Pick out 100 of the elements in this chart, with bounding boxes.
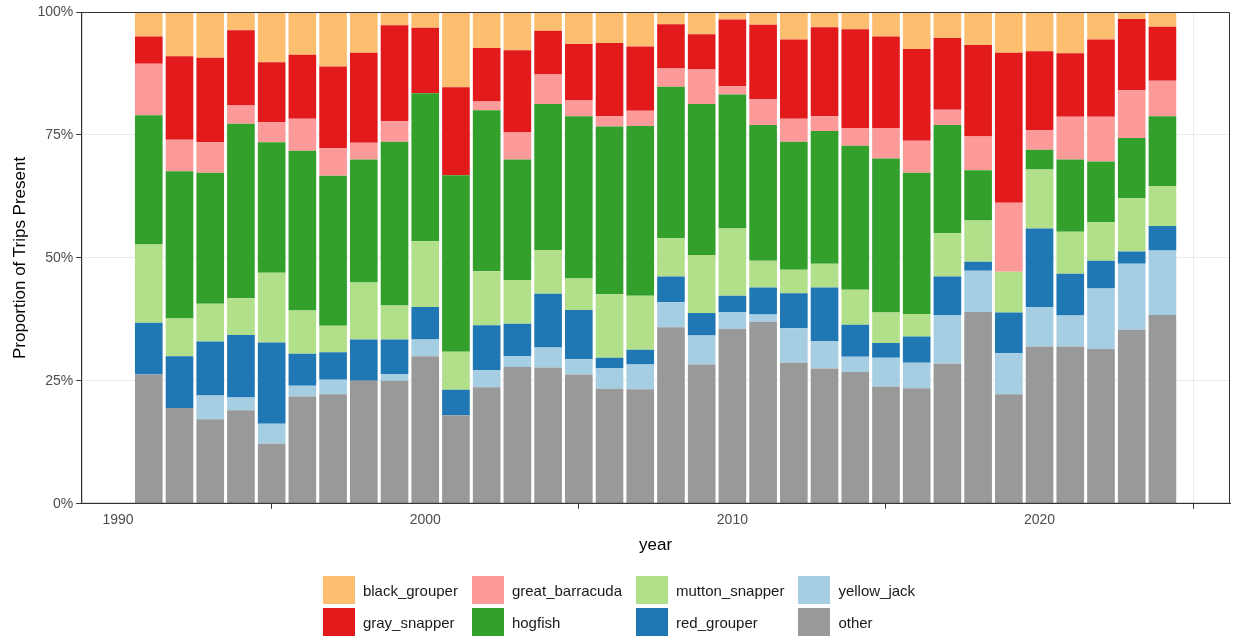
bar — [902, 172, 931, 314]
bar — [534, 293, 562, 348]
bar — [810, 263, 839, 288]
bar — [411, 307, 440, 340]
bar — [964, 12, 992, 45]
bar — [872, 128, 900, 159]
bar — [1025, 51, 1054, 131]
bar — [380, 121, 409, 142]
legend-label: yellow_jack — [838, 581, 916, 599]
bar — [564, 374, 593, 504]
bar — [687, 335, 716, 365]
y-tick-label: 25% — [45, 371, 74, 388]
bar — [472, 325, 501, 371]
bar — [687, 34, 716, 70]
bar — [718, 86, 747, 95]
bar — [319, 12, 347, 67]
bar — [165, 407, 194, 504]
bar — [872, 36, 900, 129]
bar — [534, 103, 562, 251]
bar — [626, 110, 655, 127]
bar — [933, 233, 962, 277]
bar — [534, 30, 562, 75]
bar — [503, 367, 532, 504]
bar — [134, 36, 163, 64]
bar — [810, 116, 839, 132]
bar — [933, 363, 962, 504]
bar — [718, 295, 747, 312]
bar — [1025, 228, 1054, 308]
bar — [227, 12, 255, 31]
bar — [995, 394, 1023, 504]
bar — [657, 302, 685, 328]
bar — [503, 132, 532, 160]
legend-label: other — [838, 613, 873, 631]
bar — [687, 69, 716, 104]
bar — [257, 423, 286, 444]
bar — [411, 93, 440, 242]
bar — [1087, 161, 1115, 222]
bar — [196, 419, 225, 504]
bar — [687, 12, 716, 35]
bar — [380, 380, 409, 504]
bar — [165, 356, 194, 408]
bar — [749, 287, 777, 315]
bar — [1025, 130, 1054, 150]
bar — [288, 353, 317, 386]
bar — [319, 352, 347, 380]
y-tick-label: 100% — [37, 2, 74, 19]
bar — [1087, 348, 1115, 504]
bar — [380, 305, 409, 340]
y-tick-label: 0% — [52, 494, 74, 511]
bar — [872, 357, 900, 387]
bar — [595, 357, 624, 369]
bar — [1056, 346, 1085, 504]
bar — [964, 312, 992, 504]
bar — [718, 19, 747, 87]
bar — [442, 87, 470, 176]
bar — [872, 386, 900, 504]
bar — [319, 325, 347, 353]
bar — [1056, 53, 1085, 117]
bar — [503, 356, 532, 368]
bar — [718, 228, 747, 296]
bar — [227, 30, 255, 106]
bar — [595, 126, 624, 295]
bar — [1117, 251, 1146, 264]
bar — [872, 312, 900, 343]
bar — [165, 139, 194, 172]
bar — [595, 294, 624, 358]
bar — [657, 238, 685, 277]
bar — [472, 12, 501, 48]
bar — [196, 12, 225, 58]
bar — [442, 175, 470, 352]
bar — [933, 12, 962, 39]
bar — [687, 103, 716, 255]
bar — [933, 109, 962, 126]
bar — [380, 339, 409, 374]
bar — [134, 374, 163, 504]
bar — [472, 110, 501, 272]
bar — [841, 289, 870, 325]
bar — [964, 270, 992, 312]
bar — [810, 131, 839, 264]
bar — [1148, 116, 1177, 187]
bar — [810, 27, 839, 117]
bar — [411, 12, 440, 28]
bar — [288, 118, 317, 151]
bar — [472, 47, 501, 102]
bar — [657, 24, 685, 69]
bar — [1087, 12, 1115, 40]
bar — [503, 323, 532, 357]
bar — [257, 342, 286, 424]
bar — [442, 389, 470, 416]
bar — [288, 12, 317, 55]
bar — [472, 370, 501, 388]
bar — [841, 128, 870, 146]
y-tick-label: 75% — [45, 125, 74, 142]
bar — [534, 347, 562, 368]
bar — [319, 148, 347, 176]
bar — [902, 12, 931, 49]
bar — [995, 353, 1023, 395]
bar — [626, 295, 655, 350]
bar — [288, 54, 317, 119]
bar — [933, 276, 962, 315]
